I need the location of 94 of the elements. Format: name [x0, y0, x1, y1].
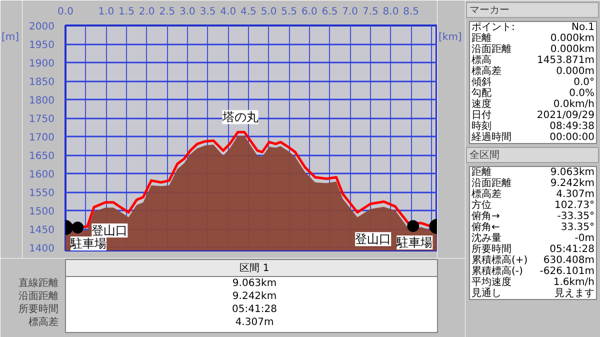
- text: 33.35°: [560, 222, 595, 233]
- y-tick-label: 1650: [29, 151, 55, 162]
- text: 0.000km: [550, 44, 595, 55]
- y-tick-label: 1750: [29, 114, 55, 126]
- x-tick-label: 8.5: [403, 6, 420, 18]
- x-tick-label: 1.5: [118, 6, 134, 18]
- text: 沿面距離: [18, 290, 58, 302]
- x-tick-label: 7.5: [362, 6, 378, 18]
- text: 俯角←: [472, 221, 500, 233]
- annotation: 駐車場: [70, 236, 106, 251]
- text: 標高差: [472, 188, 502, 200]
- text: 方位: [472, 199, 492, 211]
- text: 速度: [472, 98, 492, 110]
- y-tick-label: 2000: [29, 22, 55, 32]
- text: 距離: [472, 32, 492, 44]
- text: 俯角→: [472, 210, 500, 222]
- y-tick-label: 1550: [29, 188, 55, 200]
- annotation: 塔の丸: [221, 110, 258, 124]
- text: 00:00:00: [550, 132, 595, 143]
- text: 4.307m: [235, 317, 274, 328]
- x-tick-label: 4.0: [220, 6, 236, 18]
- y-tick-label: 1950: [29, 40, 55, 52]
- text: 2021/09/29: [536, 110, 595, 121]
- text: 標高差: [28, 316, 58, 328]
- text: 所要時間: [472, 243, 512, 255]
- text: 累積標高(-): [472, 265, 524, 277]
- x-tick-label: 4.5: [240, 6, 256, 18]
- y-tick-label: 1800: [29, 96, 55, 107]
- text: 08:49:38: [550, 121, 595, 132]
- x-tick-label: 8.0: [382, 6, 399, 18]
- text: -626.101m: [540, 266, 594, 277]
- text: 9.242km: [232, 291, 277, 302]
- y-axis-title: [m]: [2, 32, 20, 44]
- text: No.1: [572, 22, 595, 33]
- text: -0m: [574, 233, 595, 244]
- y-tick-label: 1900: [29, 58, 55, 70]
- x-tick-label: 3.0: [180, 6, 196, 18]
- annotation: 駐車場: [396, 235, 433, 250]
- text: 見通し: [472, 287, 502, 299]
- text: 全区間: [470, 149, 500, 161]
- x-tick-label: 3.5: [200, 6, 216, 18]
- x-tick-label: 7.0: [342, 6, 358, 18]
- text: 時刻: [472, 120, 492, 132]
- text: 傾斜: [472, 76, 492, 88]
- x-tick-label: 5.5: [281, 6, 298, 18]
- x-tick-label: 2.0: [138, 6, 155, 18]
- annotation: 登山口: [355, 232, 392, 246]
- text: 05:41:28: [550, 244, 595, 255]
- text: -33.35°: [557, 211, 595, 222]
- text: 区間 1: [240, 263, 270, 274]
- x-tick-label: 2.5: [159, 6, 176, 18]
- text: 9.242km: [550, 178, 595, 189]
- text: 0.000km: [550, 33, 595, 44]
- annotation: 登山口: [92, 224, 128, 238]
- x-tick-label: 0.0: [58, 6, 74, 18]
- text: 沈み量: [472, 232, 502, 244]
- x-axis-title: [km]: [438, 32, 462, 44]
- x-tick-label: 6.5: [322, 6, 338, 18]
- text: 9.063km: [550, 167, 595, 178]
- text: 距離: [472, 166, 492, 178]
- y-tick-label: 1500: [29, 206, 55, 218]
- text: 直線距離: [18, 277, 58, 289]
- y-tick-label: 1700: [29, 132, 55, 144]
- text: 平均速度: [472, 276, 512, 288]
- text: 所要時間: [18, 303, 58, 315]
- text: 沿面距離: [472, 177, 512, 189]
- text: 9.063km: [232, 278, 277, 289]
- text: 見えます: [554, 288, 594, 299]
- text: 0.000m: [556, 66, 595, 77]
- text: 0.0°: [574, 77, 595, 88]
- y-tick-label: 1850: [29, 77, 55, 88]
- text: ポイント:: [472, 22, 515, 33]
- x-tick-label: 6.0: [301, 6, 318, 18]
- text: 1453.871m: [537, 55, 595, 66]
- text: 沿面距離: [472, 43, 512, 55]
- text: 0.0%: [569, 88, 594, 99]
- text: 標高差: [472, 65, 502, 77]
- text: 102.73°: [554, 200, 595, 211]
- text: 4.307m: [556, 189, 595, 200]
- x-tick-label: 5.0: [260, 6, 277, 18]
- text: マーカー: [470, 5, 510, 16]
- text: 経過時間: [470, 131, 512, 143]
- text: 日付: [472, 110, 492, 121]
- text: 630.408m: [543, 255, 594, 266]
- y-tick-label: 1400: [29, 244, 55, 255]
- text: 標高: [472, 54, 492, 66]
- text: 0.0km/h: [553, 99, 595, 110]
- text: 1.6km/h: [553, 277, 595, 288]
- x-tick-label: 1.0: [98, 6, 114, 18]
- text: 05:41:28: [232, 304, 277, 315]
- y-tick-label: 1600: [29, 170, 55, 181]
- text: 累積標高(+): [472, 254, 528, 266]
- text: 勾配: [472, 87, 492, 99]
- y-tick-label: 1450: [29, 225, 55, 236]
